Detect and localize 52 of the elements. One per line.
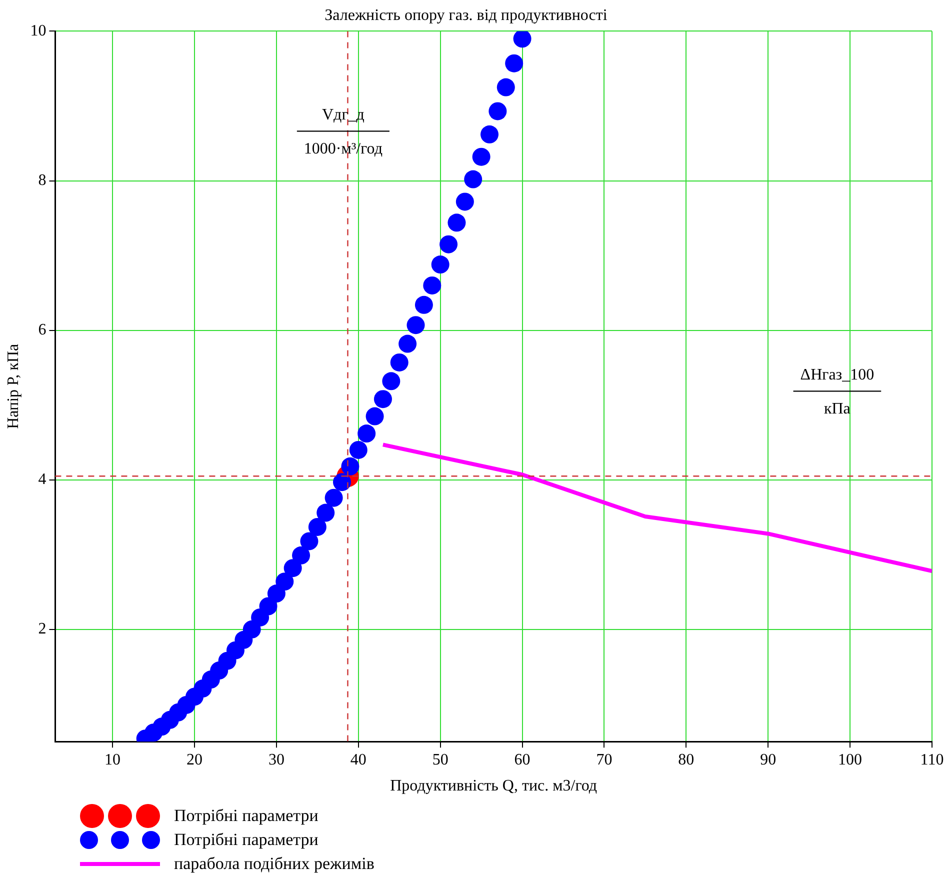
x-tick-label: 50 (432, 751, 448, 768)
point (341, 457, 360, 476)
point (513, 31, 532, 48)
point (398, 334, 417, 353)
y-tick-label: 10 (30, 22, 46, 40)
point (276, 572, 294, 591)
point (390, 353, 408, 372)
y-tick-label: 6 (38, 322, 46, 339)
point (324, 488, 343, 507)
legend-label: Потрібні параметри (174, 806, 318, 826)
x-tick-label: 60 (514, 751, 530, 768)
point (472, 148, 490, 166)
point (440, 235, 458, 254)
y-axis-title: Напір P, кПа (4, 344, 22, 429)
y-tick-label: 4 (38, 471, 46, 488)
point (448, 214, 466, 232)
legend-label: парабола подібних режимів (174, 854, 374, 874)
point (316, 504, 335, 522)
x-tick-label: 80 (678, 751, 694, 768)
point (406, 316, 425, 334)
point (480, 125, 499, 144)
x-tick-label: 20 (186, 751, 203, 768)
point (308, 518, 326, 536)
point (374, 390, 392, 408)
point (505, 54, 524, 72)
y-tick-label: 8 (38, 172, 46, 189)
point (488, 102, 507, 120)
x-tick-label: 10 (104, 751, 121, 768)
point (431, 256, 450, 274)
point (259, 597, 278, 616)
x-tick-label: 70 (596, 751, 612, 768)
point (292, 546, 310, 564)
point (284, 559, 302, 578)
point (358, 424, 376, 443)
point (456, 192, 474, 211)
point (382, 372, 400, 390)
chart-title: Залежність опору газ. від продуктивності (324, 6, 608, 24)
point (464, 170, 482, 188)
point (414, 296, 433, 314)
x-tick-label: 110 (920, 751, 944, 768)
x-tick-label: 90 (760, 751, 776, 768)
point (366, 407, 384, 426)
point (423, 276, 442, 294)
point (496, 78, 515, 96)
y-tick-label: 2 (38, 620, 46, 638)
x-tick-label: 30 (268, 751, 284, 768)
point (349, 440, 368, 459)
x-tick-label: 100 (838, 751, 862, 768)
x-axis-title: Продуктивність Q, тис. м3/год (390, 778, 598, 795)
x-tick-label: 40 (350, 751, 366, 768)
point (300, 532, 318, 550)
legend-label: Потрібні параметри (174, 830, 318, 850)
